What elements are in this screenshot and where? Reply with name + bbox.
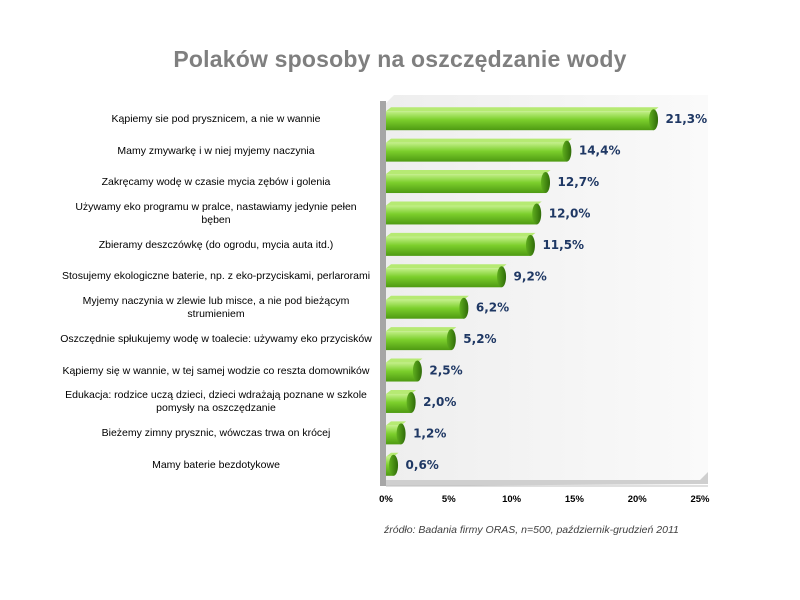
value-label: 9,2%	[514, 269, 547, 283]
category-label: Zakręcamy wodę w czasie mycia zębów i go…	[101, 176, 331, 189]
bar-top-face	[386, 232, 536, 237]
bar	[386, 452, 399, 476]
bar-end-cap	[446, 329, 456, 351]
bar-front-face	[386, 174, 546, 194]
bar-front-face	[386, 268, 502, 288]
value-label: 2,0%	[423, 395, 456, 409]
category-label: Edukacja: rodzice uczą dzieci, dzieci wd…	[65, 389, 367, 415]
category-label: Oszczędnie spłukujemy wodę w toalecie: u…	[60, 333, 372, 346]
bar	[386, 138, 572, 162]
bar-top-face	[386, 327, 457, 332]
value-label: 0,6%	[406, 458, 439, 472]
bar-front-face	[386, 393, 412, 413]
bar	[386, 264, 507, 288]
value-label: 21,3%	[666, 112, 708, 126]
value-label: 5,2%	[463, 332, 496, 346]
category-label: Myjemy naczynia w zlewie lub misce, a ni…	[82, 295, 350, 321]
bar-end-cap	[562, 140, 572, 162]
bar-end-cap	[406, 391, 416, 413]
category-label: Bieżemy zimny prysznic, wówczas trwa on …	[101, 427, 331, 440]
value-label: 6,2%	[476, 301, 509, 315]
bar	[386, 389, 417, 413]
bar-top-face	[386, 138, 572, 143]
bar-top-face	[386, 452, 399, 457]
source-note: źródło: Badania firmy ORAS, n=500, paźdz…	[384, 524, 679, 536]
x-tick-label: 0%	[379, 494, 393, 505]
bar-end-cap	[532, 203, 542, 225]
bar-end-cap	[389, 454, 399, 476]
x-tick-label: 10%	[502, 494, 522, 505]
bar-front-face	[386, 236, 531, 256]
bar-end-cap	[497, 266, 507, 288]
bar-front-face	[386, 331, 452, 351]
category-label: Stosujemy ekologiczne baterie, np. z eko…	[61, 270, 371, 283]
bar-end-cap	[541, 172, 551, 194]
value-label: 2,5%	[429, 364, 462, 378]
bar	[386, 358, 423, 382]
value-label: 12,7%	[558, 175, 600, 189]
value-label: 11,5%	[542, 238, 584, 252]
y-axis-wall	[380, 101, 386, 486]
bar	[386, 170, 551, 194]
category-label: Kąpiemy się w wannie, w tej samej wodzie…	[62, 364, 370, 377]
bar-front-face	[386, 142, 567, 162]
bar	[386, 421, 407, 445]
bar-top-face	[386, 389, 417, 394]
bar	[386, 232, 536, 256]
bar-front-face	[386, 205, 537, 225]
value-label: 1,2%	[413, 426, 446, 440]
x-tick-label: 5%	[442, 494, 456, 505]
category-label: Mamy zmywarkę i w niej myjemy naczynia	[117, 144, 315, 157]
bar-end-cap	[525, 234, 535, 256]
bar-top-face	[386, 295, 469, 300]
plot-floor	[386, 472, 708, 486]
bar-top-face	[386, 358, 423, 363]
category-label: Zbieramy deszczówkę (do ogrodu, mycia au…	[98, 238, 334, 251]
bar-front-face	[386, 299, 464, 319]
bar	[386, 201, 542, 225]
x-tick-label: 25%	[690, 494, 710, 505]
bar-top-face	[386, 201, 542, 206]
bar-end-cap	[459, 297, 469, 319]
bar	[386, 107, 659, 131]
bar	[386, 327, 457, 351]
bar-front-face	[386, 362, 418, 382]
category-label: Używamy eko programu w pralce, nastawiam…	[75, 200, 357, 226]
bar-front-face	[386, 111, 654, 131]
x-tick-label: 15%	[565, 494, 585, 505]
bar-end-cap	[649, 109, 659, 131]
x-tick-label: 20%	[628, 494, 648, 505]
bar-top-face	[386, 107, 659, 112]
chart-title: Polaków sposoby na oszczędzanie wody	[173, 46, 627, 72]
bar-top-face	[386, 170, 551, 175]
category-label: Mamy baterie bezdotykowe	[152, 458, 280, 471]
value-label: 12,0%	[549, 206, 591, 220]
bar-end-cap	[412, 360, 422, 382]
bar-top-face	[386, 264, 507, 269]
bar-end-cap	[396, 423, 406, 445]
bar	[386, 295, 469, 319]
category-label: Kąpiemy sie pod prysznicem, a nie w wann…	[111, 113, 321, 126]
value-label: 14,4%	[579, 144, 621, 158]
